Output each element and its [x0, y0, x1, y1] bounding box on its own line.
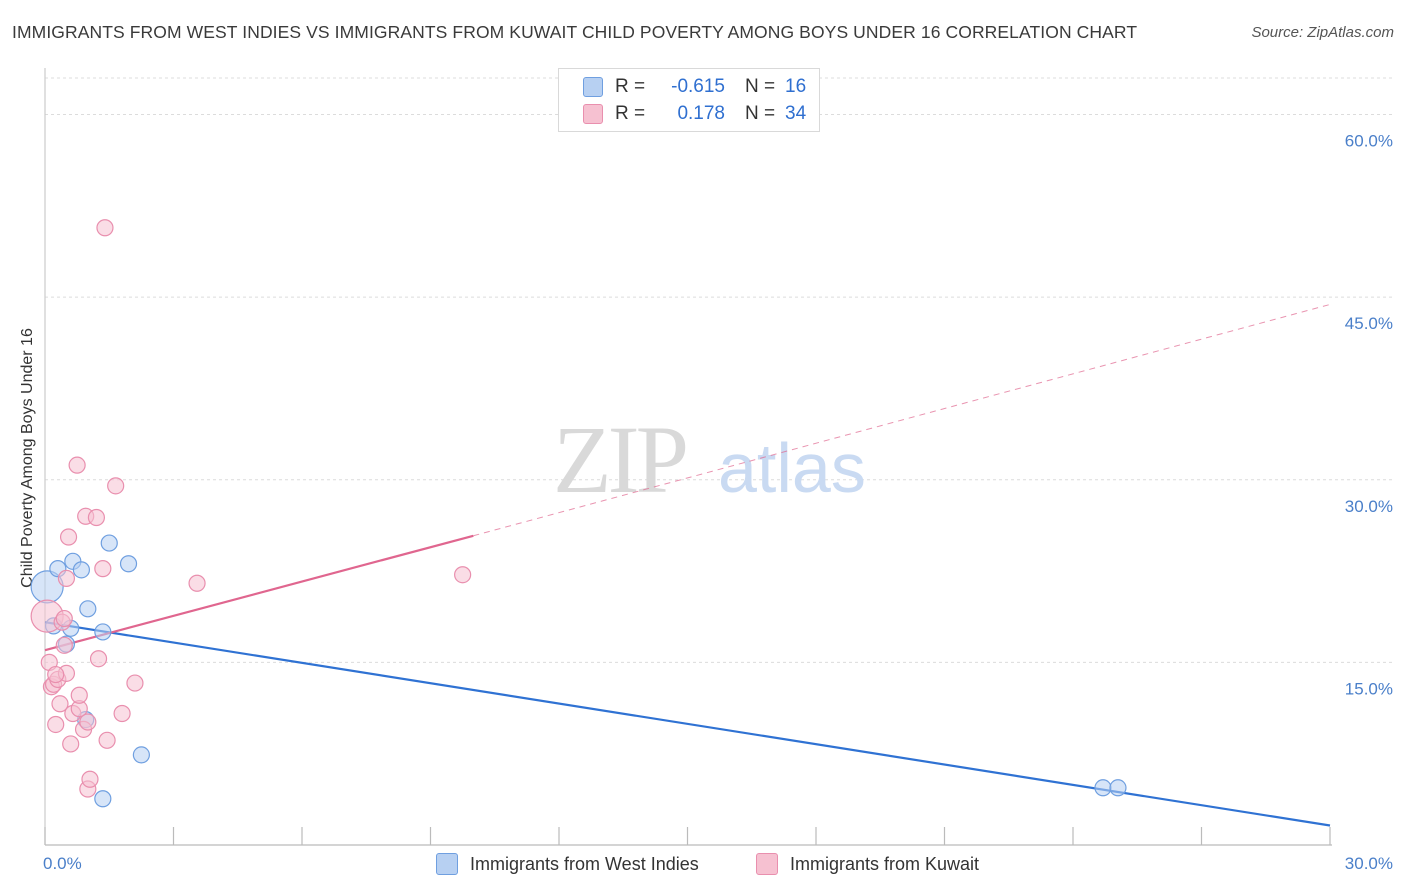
legend-r-value: -0.615 [671, 76, 725, 97]
trend-lines [44, 303, 1331, 827]
y-tick-label: 60.0% [1345, 132, 1393, 151]
point-kuwait [113, 704, 131, 723]
point-kuwait [62, 735, 80, 753]
point-kuwait [79, 713, 97, 731]
point-kuwait [55, 636, 73, 654]
point-west-indies [72, 561, 91, 579]
point-kuwait [81, 770, 99, 788]
watermark-zip: ZIP [553, 406, 686, 513]
point-kuwait [96, 219, 114, 237]
point-west-indies [1094, 779, 1112, 797]
series-swatch-pink [756, 853, 778, 875]
chart-title: IMMIGRANTS FROM WEST INDIES VS IMMIGRANT… [12, 22, 1138, 42]
y-tick-label: 15.0% [1345, 679, 1393, 698]
legend-r-label: R = [615, 103, 646, 124]
series-label-west-indies: Immigrants from West Indies [470, 853, 699, 874]
point-kuwait [51, 695, 69, 713]
point-kuwait [47, 715, 65, 734]
point-west-indies [1109, 779, 1127, 797]
point-kuwait [59, 528, 78, 546]
watermark-atlas: atlas [718, 429, 866, 507]
legend-n-label: N = [745, 103, 776, 124]
point-west-indies [119, 555, 138, 573]
series-swatch-blue [436, 853, 458, 875]
point-kuwait [55, 609, 73, 628]
legend-n-value: 34 [785, 103, 807, 124]
point-kuwait [454, 566, 472, 584]
source-credit: Source: ZipAtlas.com [1251, 24, 1394, 41]
series-label-kuwait: Immigrants from Kuwait [790, 853, 980, 874]
legend-row-kuwait: R = 0.178 N = 34 [583, 102, 806, 126]
legend-swatch-blue [583, 77, 603, 97]
point-west-indies [94, 790, 112, 808]
point-west-indies [79, 600, 97, 618]
legend-row-west-indies: R = -0.615 N = 16 [583, 75, 806, 99]
tick-labels: 15.0% 30.0% 45.0% 60.0% 0.0% 30.0% [43, 132, 1393, 873]
point-kuwait [47, 665, 65, 684]
point-west-indies [100, 534, 118, 552]
axes [44, 68, 1332, 846]
y-tick-label: 45.0% [1345, 314, 1393, 333]
x-tick-label: 30.0% [1345, 854, 1393, 873]
trend-line-west-indies [44, 621, 1331, 827]
point-kuwait [188, 574, 206, 592]
y-tick-label: 30.0% [1345, 497, 1393, 516]
gridlines [45, 77, 1394, 663]
legend-swatch-pink [583, 104, 603, 124]
x-tick-label: 0.0% [43, 854, 82, 873]
stats-legend: R = -0.615 N = 16 R = 0.178 N = 34 [558, 68, 820, 132]
trend-line-kuwait-extrapolated [473, 303, 1331, 537]
point-kuwait [126, 674, 144, 692]
point-kuwait [98, 731, 116, 749]
point-west-indies [94, 623, 112, 641]
point-kuwait [70, 686, 88, 704]
legend-n-value: 16 [785, 76, 807, 97]
point-kuwait [94, 560, 112, 578]
point-kuwait [107, 477, 125, 495]
point-kuwait [87, 508, 106, 527]
point-kuwait [89, 650, 108, 668]
legend-n-label: N = [745, 76, 776, 97]
legend-r-value: 0.178 [677, 103, 725, 124]
trend-line-kuwait [44, 534, 474, 652]
series-legend-kuwait: Immigrants from Kuwait [756, 851, 979, 877]
point-west-indies [132, 746, 150, 764]
point-kuwait [68, 456, 86, 474]
series-legend-west-indies: Immigrants from West Indies [436, 851, 699, 877]
data-points [30, 219, 1127, 808]
point-kuwait [57, 569, 76, 587]
legend-r-label: R = [615, 76, 646, 97]
